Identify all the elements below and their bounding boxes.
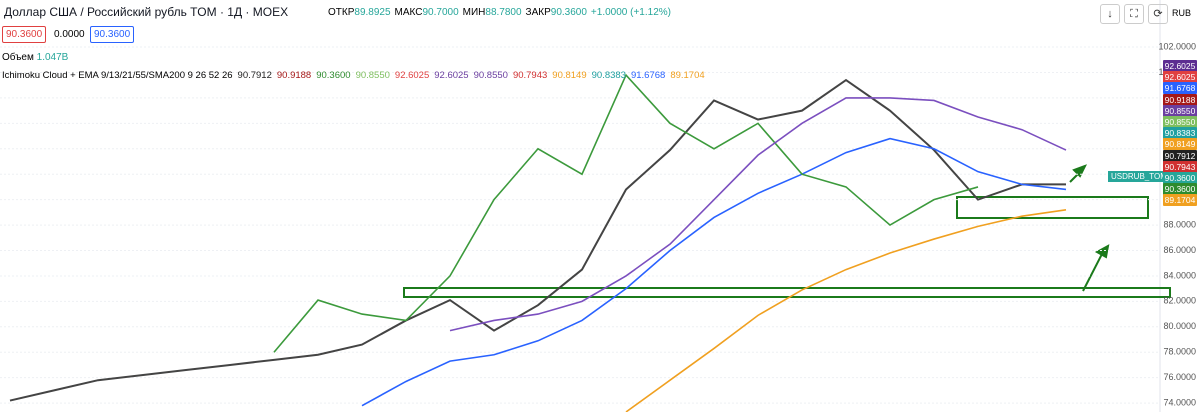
- y-tick-label: 78.0000: [1163, 347, 1196, 357]
- symbol-title: Доллар США / Российский рубль TOM · 1Д ·…: [4, 5, 289, 19]
- indicator-value: 90.7943: [512, 70, 548, 81]
- indicator-value: 92.6025: [434, 70, 469, 81]
- y-tick-label: 88.0000: [1163, 219, 1196, 229]
- volume-legend: Объем 1.047B: [2, 52, 68, 63]
- price-tag: 90.3600: [1163, 183, 1197, 196]
- currency: RUB: [1172, 8, 1192, 18]
- title: Доллар США / Российский рубль TOM · 1Д ·…: [4, 5, 291, 19]
- button[interactable]: ↓: [1100, 4, 1120, 24]
- indicator-legend: Ichimoku Cloud + EMA 9/13/21/55/SMA200 9…: [2, 70, 710, 81]
- arrows: [1069, 164, 1110, 292]
- symbol-tag: USDRUB_TOM: [1108, 171, 1170, 182]
- series-line: [449, 97, 1067, 332]
- y-tick-label: 80.0000: [1163, 321, 1196, 331]
- ohlc-value: 90.3600: [550, 7, 587, 18]
- y-tick-label: 74.0000: [1163, 397, 1196, 407]
- ohlc-label: МИН: [462, 7, 486, 18]
- series-line: [625, 209, 1067, 412]
- indicator-value: 89.1704: [670, 70, 705, 81]
- indicator-value: 90.8149: [552, 70, 587, 81]
- indicator-name: Ichimoku Cloud + EMA 9/13/21/55/SMA200 9…: [2, 70, 233, 81]
- y-tick-label: 82.0000: [1163, 296, 1196, 306]
- spread: 0.0000: [54, 29, 85, 40]
- indicator-value: 90.9188: [276, 70, 312, 81]
- price-tag: 90.8383: [1163, 127, 1197, 140]
- series-line: [273, 73, 979, 353]
- price-tag: 92.6025: [1163, 71, 1197, 84]
- indicator-value: 91.6768: [630, 70, 666, 81]
- series-line: [9, 78, 1066, 402]
- ohlc: ОТКР89.8925 МАКС90.7000 МИН88.7800 ЗАКР90.3…: [328, 7, 671, 18]
- price-tag: 90.8550: [1163, 116, 1197, 128]
- ohlc-value: 89.8925: [354, 7, 391, 18]
- volume-label: Объем: [2, 52, 34, 63]
- price-tag: 91.6768: [1163, 82, 1197, 95]
- price-tag: 90.8550: [1163, 104, 1197, 117]
- indicator-value: 90.8383: [591, 70, 626, 81]
- volume-value: 1.047B: [36, 52, 69, 63]
- price-tag: 92.6025: [1163, 60, 1197, 72]
- price-tag: 90.8149: [1163, 138, 1197, 151]
- indicator-value: 90.8550: [473, 70, 508, 81]
- price-tag: 90.9188: [1163, 93, 1197, 106]
- ohlc-value: 90.7000: [422, 7, 459, 18]
- ohlc-label: МАКС: [394, 7, 423, 18]
- annotation-box: [403, 287, 1171, 298]
- price-tag: 90.7943: [1163, 160, 1197, 173]
- change: +1.0000 (+1.12%): [590, 7, 671, 18]
- price-tag: 90.3600: [1163, 172, 1197, 184]
- series-line: [361, 137, 1067, 407]
- ohlc-label: ЗАКР: [525, 7, 551, 18]
- button[interactable]: ⟳: [1148, 4, 1168, 24]
- y-tick-label: 102.0000: [1158, 41, 1196, 51]
- button[interactable]: ⛶: [1124, 4, 1144, 24]
- annotation-box: [956, 196, 1149, 219]
- indicator-value: 92.6025: [394, 70, 430, 81]
- price-tag: 90.7912: [1163, 149, 1197, 162]
- y-tick-label: 76.0000: [1163, 372, 1196, 382]
- ohlc-value: 88.7800: [485, 7, 522, 18]
- bid[interactable]: 90.3600: [2, 26, 47, 43]
- y-tick-label: 86.0000: [1163, 245, 1196, 255]
- ohlc-label: ОТКР: [328, 7, 355, 18]
- y-tick-label: 84.0000: [1163, 270, 1196, 280]
- ask[interactable]: 90.3600: [90, 26, 135, 43]
- indicator-value: 90.3600: [316, 70, 351, 81]
- indicator-value: 90.7912: [237, 70, 272, 81]
- price-tag: 89.1704: [1163, 194, 1197, 207]
- indicator-value: 90.8550: [355, 70, 390, 81]
